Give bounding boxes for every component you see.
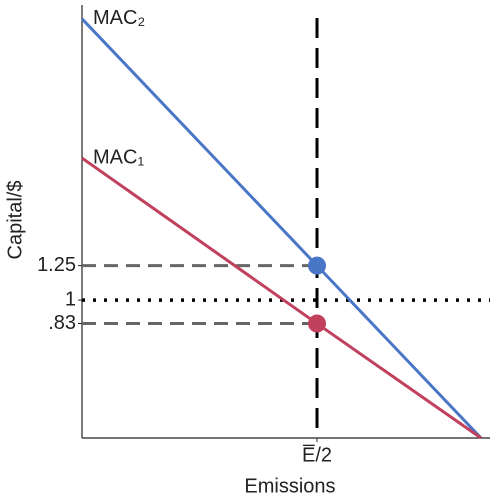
y-tick-label: .83: [48, 312, 76, 334]
series-label: MAC₂: [93, 7, 145, 29]
y-axis-title: Capital/$: [4, 181, 26, 260]
series-label: MAC₁: [93, 146, 144, 168]
line: [80, 17, 483, 440]
x-tick-label: E̅/2: [302, 443, 332, 466]
x-axis-title: Emissions: [244, 475, 335, 497]
point: [308, 256, 327, 275]
y-tick-label: 1: [65, 288, 76, 310]
line: [81, 156, 482, 440]
y-tick-label: 1.25: [37, 254, 76, 276]
point: [308, 314, 327, 333]
